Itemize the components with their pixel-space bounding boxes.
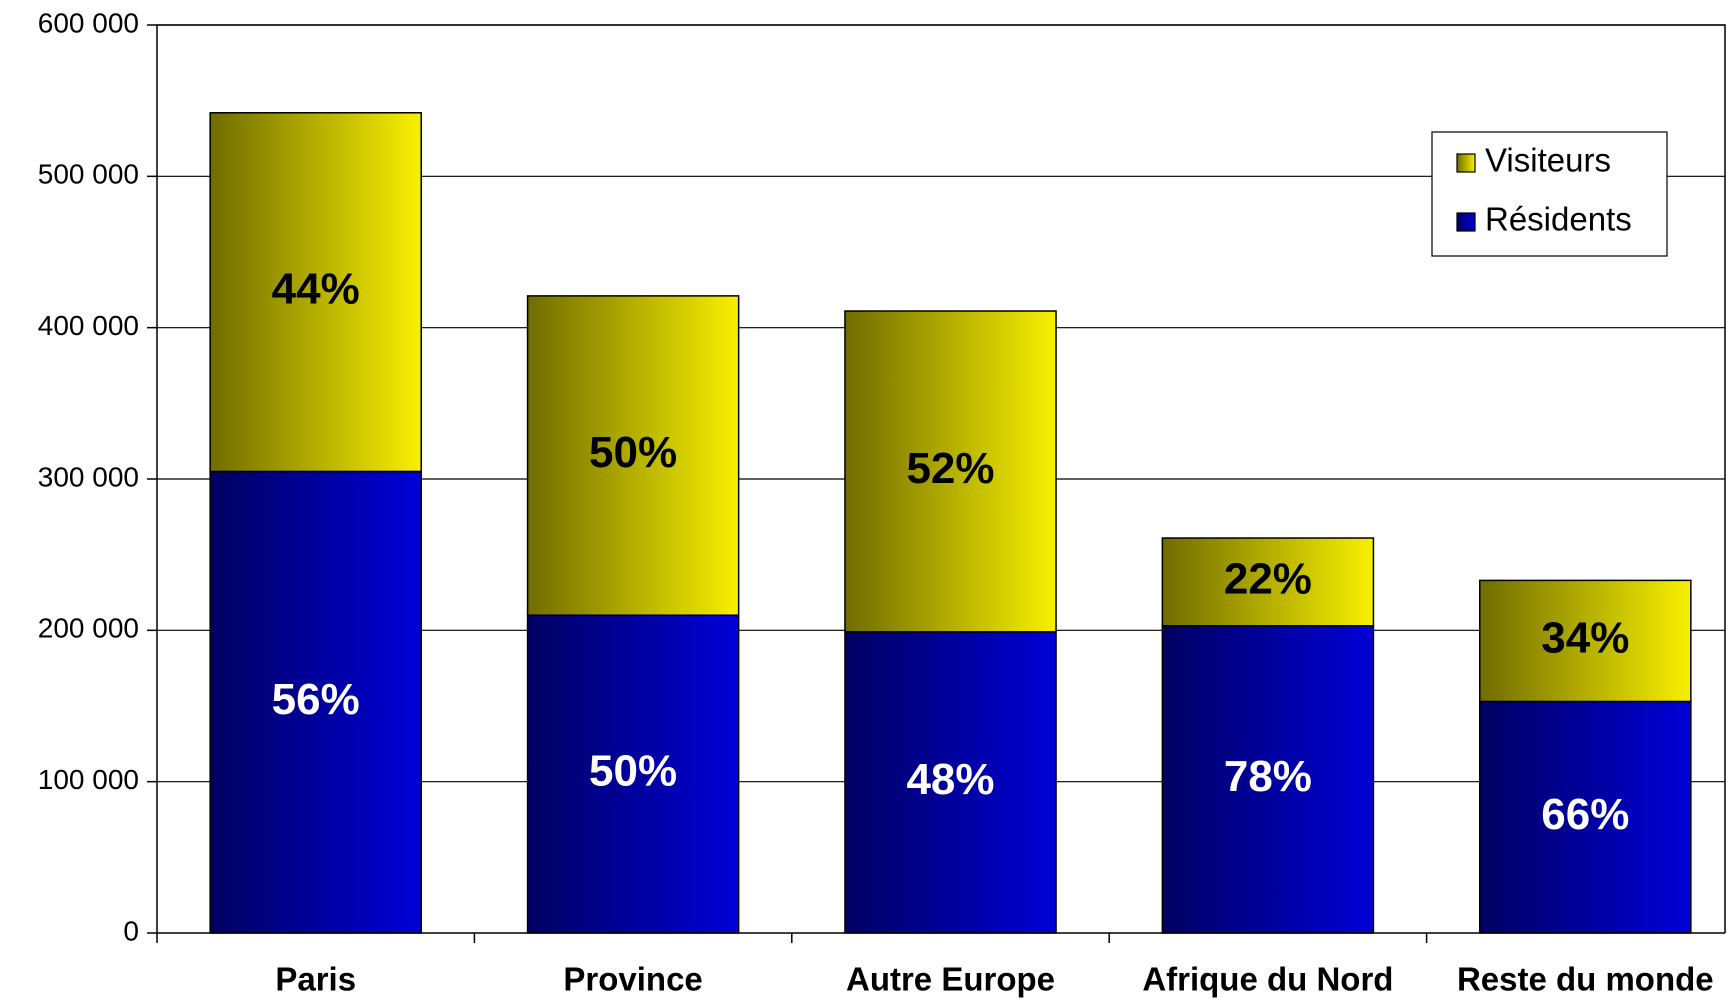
data-label: 50% — [589, 747, 677, 796]
legend-swatch-shade — [1456, 153, 1476, 173]
data-label: 66% — [1541, 790, 1629, 839]
bar-shade — [1479, 579, 1692, 703]
y-tick-label: 100 000 — [38, 764, 139, 795]
bar-shade — [844, 631, 1057, 934]
data-label: 52% — [906, 444, 994, 493]
legend-label: Résidents — [1485, 201, 1632, 238]
y-tick-label: 400 000 — [38, 310, 139, 341]
data-label: 34% — [1541, 614, 1629, 663]
y-tick-label: 500 000 — [38, 159, 139, 190]
data-label: 44% — [272, 265, 360, 314]
bar-shade — [1161, 537, 1375, 627]
data-label: 78% — [1224, 752, 1312, 801]
bar-shade — [209, 112, 422, 473]
data-label: 56% — [272, 675, 360, 724]
bar-shade — [526, 295, 740, 616]
legend-label: Visiteurs — [1485, 142, 1611, 179]
y-tick-label: 300 000 — [38, 461, 139, 492]
x-tick-label: Reste du monde — [1457, 961, 1714, 998]
y-tick-label: 0 — [123, 915, 139, 946]
bar-shade — [1161, 625, 1375, 934]
bar-shade — [1479, 700, 1692, 934]
y-tick-label: 600 000 — [38, 7, 139, 38]
data-label: 22% — [1224, 555, 1312, 604]
plot-frame — [156, 24, 1726, 933]
data-label: 50% — [589, 428, 677, 477]
x-tick-label: Province — [563, 961, 702, 998]
x-tick-label: Afrique du Nord — [1142, 961, 1393, 998]
bar-shade — [526, 614, 740, 934]
x-tick-label: Paris — [275, 961, 356, 998]
legend-box — [1431, 131, 1668, 257]
legend-swatch-shade — [1456, 212, 1476, 232]
bar-shade — [844, 310, 1057, 633]
data-label: 48% — [906, 755, 994, 804]
y-tick-label: 200 000 — [38, 613, 139, 644]
x-tick-label: Autre Europe — [846, 961, 1055, 998]
